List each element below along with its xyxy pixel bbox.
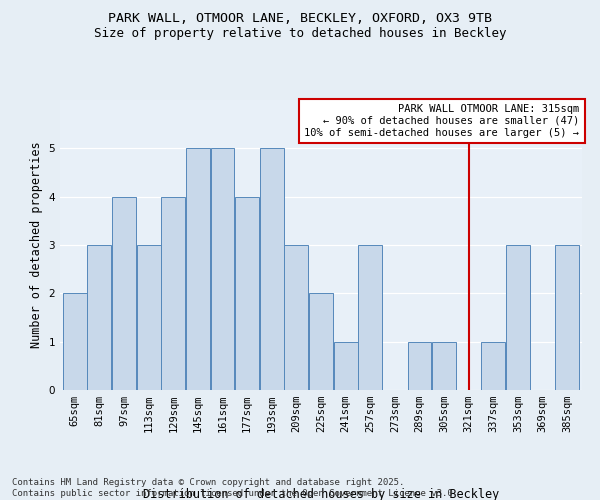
Bar xyxy=(88,245,112,390)
Text: Size of property relative to detached houses in Beckley: Size of property relative to detached ho… xyxy=(94,28,506,40)
Bar xyxy=(309,294,333,390)
Text: PARK WALL, OTMOOR LANE, BECKLEY, OXFORD, OX3 9TB: PARK WALL, OTMOOR LANE, BECKLEY, OXFORD,… xyxy=(108,12,492,26)
Bar xyxy=(112,196,136,390)
Bar xyxy=(137,245,161,390)
Bar xyxy=(260,148,284,390)
Bar xyxy=(284,245,308,390)
Bar xyxy=(407,342,431,390)
Bar xyxy=(481,342,505,390)
Bar xyxy=(334,342,358,390)
X-axis label: Distribution of detached houses by size in Beckley: Distribution of detached houses by size … xyxy=(143,488,499,500)
Bar xyxy=(235,196,259,390)
Text: PARK WALL OTMOOR LANE: 315sqm
← 90% of detached houses are smaller (47)
10% of s: PARK WALL OTMOOR LANE: 315sqm ← 90% of d… xyxy=(304,104,580,138)
Bar xyxy=(432,342,456,390)
Bar xyxy=(161,196,185,390)
Bar xyxy=(186,148,210,390)
Y-axis label: Number of detached properties: Number of detached properties xyxy=(30,142,43,348)
Bar xyxy=(211,148,235,390)
Bar xyxy=(358,245,382,390)
Text: Contains HM Land Registry data © Crown copyright and database right 2025.
Contai: Contains HM Land Registry data © Crown c… xyxy=(12,478,458,498)
Bar xyxy=(555,245,579,390)
Bar xyxy=(63,294,87,390)
Bar xyxy=(506,245,530,390)
